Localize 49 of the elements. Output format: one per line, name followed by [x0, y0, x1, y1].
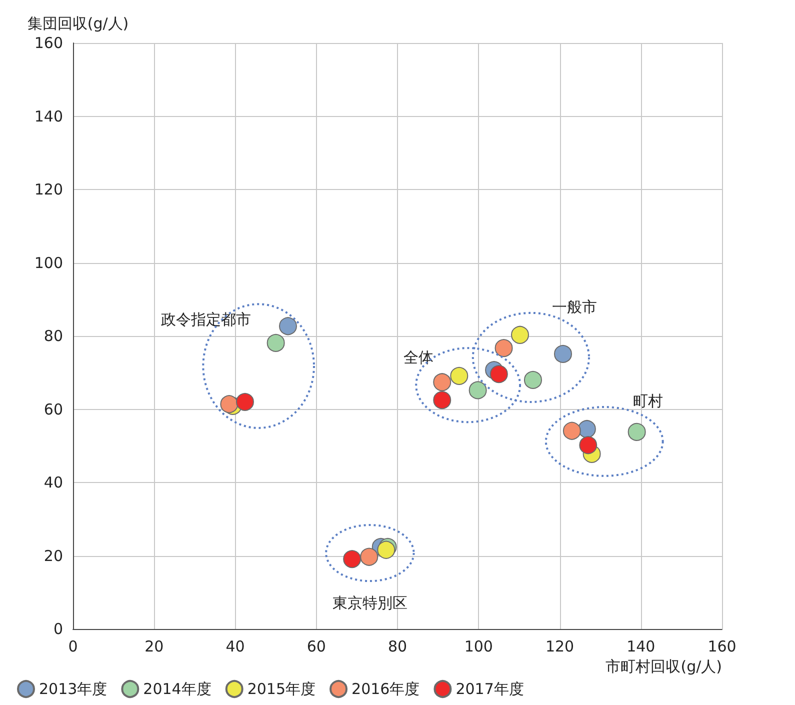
x-tick-label: 100 — [464, 638, 493, 656]
x-tick-label: 80 — [388, 638, 408, 656]
y-tick-label: 0 — [53, 620, 63, 638]
legend-label: 2013年度 — [39, 680, 108, 698]
y-tick-label: 80 — [44, 327, 63, 345]
point — [343, 550, 362, 568]
x-tick-label: 40 — [226, 638, 245, 656]
y-tick-label: 140 — [34, 107, 63, 126]
annotation: 一般市 — [552, 298, 597, 316]
legend-label: 2015年度 — [247, 680, 316, 698]
x-tick-label: 120 — [545, 638, 574, 656]
y-tick-label: 60 — [44, 400, 63, 418]
point — [579, 436, 598, 454]
point — [511, 326, 529, 344]
point — [279, 317, 297, 336]
point — [450, 366, 468, 385]
point — [494, 339, 513, 358]
point — [236, 392, 254, 411]
point — [468, 381, 487, 400]
y-tick-label: 160 — [34, 34, 63, 52]
point — [562, 422, 581, 440]
point — [524, 370, 542, 389]
legend-label: 2014年度 — [143, 680, 212, 698]
y-tick-label: 20 — [44, 546, 63, 565]
y-tick-label: 120 — [34, 180, 63, 198]
point — [433, 391, 452, 410]
x-tick-label: 0 — [68, 638, 78, 656]
y-tick-label: 100 — [34, 254, 63, 272]
x-tick-label: 20 — [144, 638, 164, 656]
x-tick-label: 160 — [708, 638, 736, 656]
point — [628, 422, 646, 441]
annotation: 東京特別区 — [332, 594, 408, 612]
point — [433, 373, 452, 392]
annotation: 町村 — [633, 392, 664, 410]
y-tick-label: 40 — [44, 474, 63, 492]
point — [220, 395, 238, 414]
point — [360, 548, 378, 566]
point — [490, 365, 508, 384]
legend-label: 2016年度 — [352, 680, 420, 698]
point — [554, 344, 572, 363]
y-axis-title: 集団回収(g/人) — [27, 14, 129, 32]
annotation: 政令指定都市 — [160, 310, 251, 329]
x-axis-title: 市町村回収(g/人) — [606, 658, 722, 676]
x-tick-label: 60 — [306, 638, 326, 656]
point — [377, 540, 396, 559]
annotation: 全体 — [404, 348, 434, 366]
x-tick-label: 140 — [626, 638, 656, 656]
point — [266, 334, 285, 352]
legend-label: 2017年度 — [456, 680, 524, 698]
